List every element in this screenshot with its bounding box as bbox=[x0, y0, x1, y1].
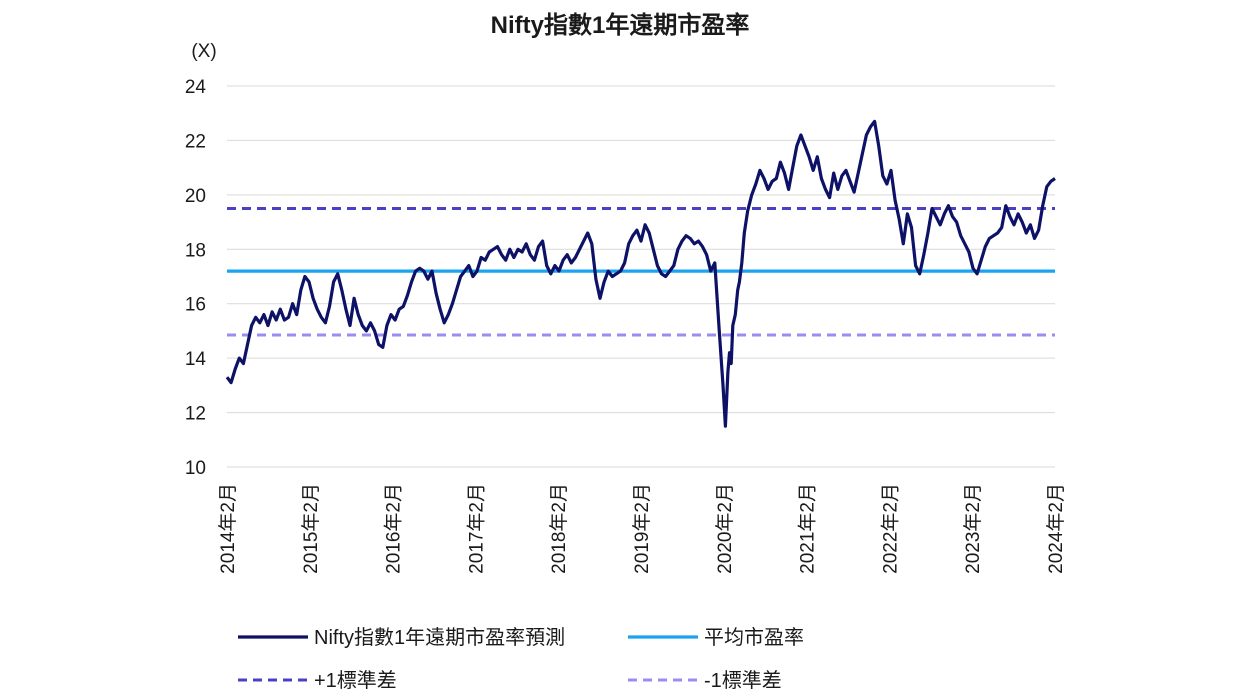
legend-label: 平均市盈率 bbox=[704, 626, 804, 649]
x-tick-label: 2017年2月 bbox=[465, 483, 487, 574]
pe-forecast-line bbox=[225, 119, 1056, 428]
chart-title: Nifty指數1年遠期市盈率 bbox=[491, 11, 750, 39]
x-tick-label: 2023年2月 bbox=[962, 483, 984, 574]
y-tick-label: 10 bbox=[185, 458, 206, 479]
legend-plus-1-std: +1標準差 bbox=[238, 669, 397, 692]
legend-label: Nifty指數1年遠期市盈率預測 bbox=[314, 626, 565, 649]
x-tick-label: 2020年2月 bbox=[714, 483, 736, 574]
y-tick-label: 22 bbox=[185, 131, 206, 152]
legend-label: -1標準差 bbox=[704, 669, 782, 692]
y-tick-labels: 10 12 14 16 18 20 22 24 bbox=[185, 77, 207, 479]
x-tick-label: 2024年2月 bbox=[1045, 483, 1067, 574]
y-tick-label: 16 bbox=[185, 295, 206, 316]
legend-minus-1-std: -1標準差 bbox=[628, 669, 782, 692]
gridlines bbox=[227, 85, 1055, 468]
x-tick-label: 2014年2月 bbox=[217, 483, 239, 574]
x-tick-label: 2021年2月 bbox=[797, 483, 819, 574]
legend: Nifty指數1年遠期市盈率預測 平均市盈率 +1標準差 -1標準差 bbox=[238, 626, 804, 692]
y-tick-label: 24 bbox=[185, 77, 207, 98]
x-tick-label: 2019年2月 bbox=[631, 483, 653, 574]
legend-label: +1標準差 bbox=[314, 669, 397, 692]
y-tick-label: 12 bbox=[185, 404, 206, 425]
legend-pe-forecast: Nifty指數1年遠期市盈率預測 bbox=[238, 626, 565, 649]
series-lines bbox=[225, 119, 1056, 428]
legend-mean-pe: 平均市盈率 bbox=[628, 626, 804, 649]
x-tick-label: 2016年2月 bbox=[383, 483, 405, 574]
x-tick-label: 2018年2月 bbox=[548, 483, 570, 574]
x-tick-label: 2022年2月 bbox=[879, 483, 901, 574]
y-tick-label: 20 bbox=[185, 186, 206, 207]
y-axis-unit-label: (X) bbox=[191, 41, 216, 62]
y-tick-label: 14 bbox=[185, 349, 207, 370]
x-tick-label: 2015年2月 bbox=[300, 483, 322, 574]
x-tick-labels: 2014年2月 2015年2月 2016年2月 2017年2月 2018年2月 2019年… bbox=[217, 483, 1067, 574]
y-tick-label: 18 bbox=[185, 240, 206, 261]
